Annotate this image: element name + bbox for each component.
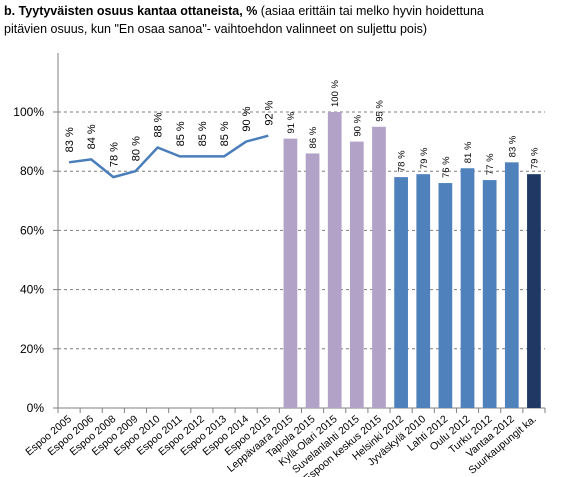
- chart-title-bold: b. Tyytyväisten osuus kantaa ottaneista,…: [4, 4, 258, 18]
- y-tick-label: 80%: [20, 164, 44, 178]
- chart-title: b. Tyytyväisten osuus kantaa ottaneista,…: [4, 2, 582, 38]
- data-label: 80 %: [130, 136, 142, 161]
- bar: [482, 180, 497, 408]
- bar: [438, 183, 453, 408]
- bar: [504, 162, 519, 408]
- bar: [327, 112, 342, 408]
- data-label: 90 %: [352, 114, 363, 136]
- y-tick-label: 40%: [20, 283, 44, 297]
- data-label: 77 %: [485, 153, 496, 175]
- bar: [416, 174, 431, 408]
- bar: [460, 168, 475, 408]
- y-tick-label: 60%: [20, 223, 44, 237]
- data-label: 78 %: [397, 150, 408, 172]
- data-label: 90 %: [241, 106, 253, 131]
- data-label: 91 %: [286, 111, 297, 133]
- bar: [394, 177, 408, 408]
- data-label: 85 %: [175, 121, 187, 146]
- data-label: 95 %: [374, 100, 385, 122]
- data-label: 86 %: [308, 126, 319, 148]
- bar: [305, 153, 320, 408]
- bar: [372, 126, 386, 409]
- data-label: 81 %: [463, 141, 474, 163]
- data-label: 92 %: [263, 100, 275, 125]
- data-label: 84 %: [86, 124, 98, 149]
- data-label: 100 %: [330, 80, 341, 107]
- bar: [349, 141, 364, 408]
- chart-title-rest: (asiaa erittäin tai melko hyvin hoidettu…: [257, 4, 484, 18]
- bar: [283, 138, 298, 408]
- series-line: [68, 134, 269, 179]
- data-label: 88 %: [153, 112, 165, 137]
- data-label: 83 %: [64, 127, 76, 152]
- chart-title-line2: pitävien osuus, kun "En osaa sanoa"- vai…: [4, 22, 428, 36]
- bar: [527, 174, 541, 408]
- y-tick-label: 100%: [13, 105, 44, 119]
- data-label: 85 %: [197, 121, 209, 146]
- data-label: 79 %: [419, 147, 430, 169]
- y-tick-label: 0%: [27, 401, 45, 415]
- data-label: 76 %: [441, 156, 452, 178]
- data-label: 78 %: [108, 142, 120, 167]
- data-label: 85 %: [219, 121, 231, 146]
- y-tick-label: 20%: [20, 342, 44, 356]
- data-label: 79 %: [529, 147, 540, 169]
- data-label: 83 %: [507, 135, 518, 157]
